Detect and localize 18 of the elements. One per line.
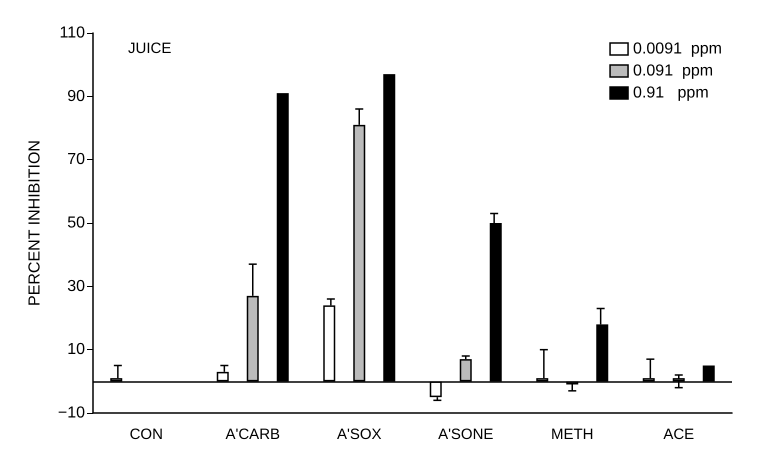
y-tick-label: 10 — [67, 341, 86, 358]
y-tick-label: −10 — [58, 404, 86, 422]
legend-label: 0.91 ppm — [633, 84, 709, 102]
x-tick-label: ACE — [663, 426, 694, 443]
y-axis-title: PERCENT INHIBITION — [26, 140, 44, 306]
x-tick-label: A'CARB — [225, 426, 280, 443]
legend-label: 0.0091 ppm — [633, 40, 722, 58]
y-tick-label: 110 — [59, 24, 86, 42]
y-tick-label: 30 — [67, 278, 86, 295]
x-tick-label: A'SOX — [336, 426, 382, 443]
annotation: JUICE — [128, 40, 172, 57]
x-tick-label: METH — [551, 426, 594, 443]
y-tick-label: 70 — [67, 151, 86, 168]
x-tick-label: CON — [130, 426, 163, 443]
x-tick-label: A'SONE — [438, 426, 494, 443]
legend-label: 0.091 ppm — [633, 62, 714, 80]
y-tick-label: 50 — [67, 214, 86, 232]
y-tick-label: 90 — [67, 88, 86, 105]
